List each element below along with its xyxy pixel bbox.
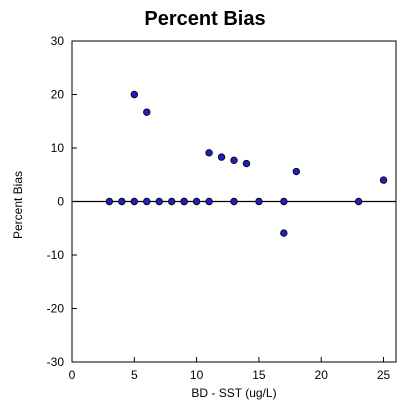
data-point bbox=[192, 197, 201, 206]
y-tick-label: -10 bbox=[47, 248, 65, 262]
x-tick-label: 15 bbox=[252, 368, 266, 382]
data-point bbox=[180, 197, 188, 206]
scatter-points bbox=[105, 90, 388, 237]
x-tick-label: 25 bbox=[377, 368, 391, 382]
data-point bbox=[155, 197, 163, 206]
data-point bbox=[280, 229, 288, 237]
data-point bbox=[105, 197, 114, 206]
y-tick-label: 0 bbox=[57, 195, 64, 209]
y-tick-label: 30 bbox=[51, 34, 65, 48]
data-point bbox=[255, 197, 263, 206]
chart-title: Percent Bias bbox=[144, 8, 265, 30]
y-tick-label: 20 bbox=[51, 88, 65, 102]
data-point bbox=[230, 197, 238, 206]
data-point bbox=[167, 197, 176, 206]
y-tick-label: -20 bbox=[47, 302, 65, 316]
data-point bbox=[130, 90, 139, 99]
data-point bbox=[292, 167, 301, 176]
x-tick-label: 5 bbox=[131, 368, 138, 382]
x-tick-label: 20 bbox=[315, 368, 329, 382]
data-point bbox=[354, 197, 363, 206]
data-point bbox=[143, 197, 151, 206]
data-point bbox=[242, 159, 251, 168]
y-tick-label: 10 bbox=[51, 141, 65, 155]
data-point bbox=[205, 197, 213, 206]
x-tick-label: 10 bbox=[190, 368, 204, 382]
plot-area: 0 5 10 15 20 25 -30 -20 -10 0 10 20 30 bbox=[47, 34, 397, 382]
x-axis-label: BD - SST (ug/L) bbox=[191, 386, 276, 400]
x-tick-label: 0 bbox=[69, 368, 76, 382]
x-ticks: 0 5 10 15 20 25 bbox=[69, 357, 391, 382]
data-point bbox=[217, 153, 226, 161]
data-point bbox=[205, 149, 213, 157]
y-ticks: -30 -20 -10 0 10 20 30 bbox=[47, 34, 77, 369]
data-point bbox=[143, 108, 151, 116]
data-point bbox=[230, 156, 238, 165]
y-tick-label: -30 bbox=[47, 355, 65, 369]
y-axis-label: Percent Bias bbox=[11, 171, 25, 239]
data-point bbox=[130, 197, 139, 206]
data-point bbox=[280, 197, 288, 206]
data-point bbox=[379, 176, 388, 184]
data-point bbox=[118, 197, 126, 206]
